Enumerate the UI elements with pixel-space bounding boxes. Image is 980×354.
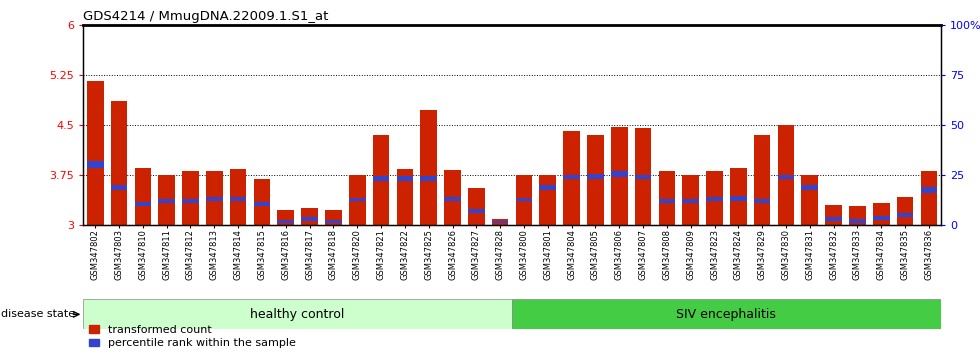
Bar — [349, 175, 366, 225]
Bar — [444, 198, 461, 201]
Bar — [83, 299, 512, 329]
Bar — [920, 188, 937, 193]
Bar — [635, 128, 652, 225]
Bar — [897, 213, 913, 217]
Bar — [873, 216, 890, 220]
Bar — [372, 135, 389, 225]
Bar — [659, 171, 675, 225]
Bar — [515, 198, 532, 201]
Bar — [397, 176, 414, 182]
Bar — [277, 210, 294, 225]
Legend: transformed count, percentile rank within the sample: transformed count, percentile rank withi… — [89, 325, 296, 348]
Bar — [802, 175, 818, 225]
Bar — [515, 175, 532, 225]
Bar — [325, 210, 342, 225]
Bar — [420, 176, 437, 182]
Bar — [492, 219, 509, 225]
Bar — [802, 185, 818, 190]
Bar — [206, 197, 222, 201]
Bar — [182, 199, 199, 204]
Bar — [372, 176, 389, 182]
Bar — [134, 202, 151, 206]
Bar — [111, 185, 127, 190]
Bar — [206, 171, 222, 225]
Bar — [707, 198, 723, 201]
Text: healthy control: healthy control — [251, 308, 345, 321]
Bar — [512, 299, 941, 329]
Bar — [254, 202, 270, 206]
Text: GDS4214 / MmugDNA.22009.1.S1_at: GDS4214 / MmugDNA.22009.1.S1_at — [83, 10, 328, 23]
Bar — [182, 171, 199, 225]
Bar — [468, 209, 485, 213]
Bar — [111, 102, 127, 225]
Bar — [611, 127, 627, 225]
Bar — [635, 176, 652, 179]
Bar — [397, 170, 414, 225]
Bar — [659, 199, 675, 204]
Text: SIV encephalitis: SIV encephalitis — [676, 308, 776, 321]
Bar — [444, 170, 461, 225]
Bar — [134, 168, 151, 225]
Bar — [277, 220, 294, 223]
Bar — [564, 176, 580, 179]
Bar — [873, 204, 890, 225]
Bar — [468, 188, 485, 225]
Bar — [539, 175, 556, 225]
Bar — [229, 198, 246, 201]
Bar — [849, 206, 865, 225]
Bar — [325, 220, 342, 223]
Bar — [301, 217, 318, 221]
Bar — [707, 171, 723, 225]
Bar — [730, 168, 747, 225]
Bar — [587, 135, 604, 225]
Bar — [778, 176, 795, 179]
Bar — [539, 185, 556, 190]
Bar — [420, 110, 437, 225]
Bar — [159, 175, 175, 225]
Bar — [159, 199, 175, 204]
Bar — [254, 179, 270, 225]
Bar — [825, 205, 842, 225]
Bar — [920, 171, 937, 225]
Bar — [730, 196, 747, 201]
Bar — [349, 198, 366, 201]
Bar — [778, 125, 795, 225]
Bar — [849, 219, 865, 223]
Text: disease state: disease state — [1, 309, 75, 319]
Bar — [301, 208, 318, 225]
Bar — [754, 199, 770, 204]
Bar — [897, 197, 913, 225]
Bar — [564, 131, 580, 225]
Bar — [825, 217, 842, 222]
Bar — [229, 170, 246, 225]
Bar — [611, 171, 627, 177]
Bar — [754, 135, 770, 225]
Bar — [587, 174, 604, 179]
Bar — [87, 161, 104, 168]
Bar — [492, 222, 509, 223]
Bar — [682, 199, 699, 204]
Bar — [682, 175, 699, 225]
Bar — [87, 81, 104, 225]
